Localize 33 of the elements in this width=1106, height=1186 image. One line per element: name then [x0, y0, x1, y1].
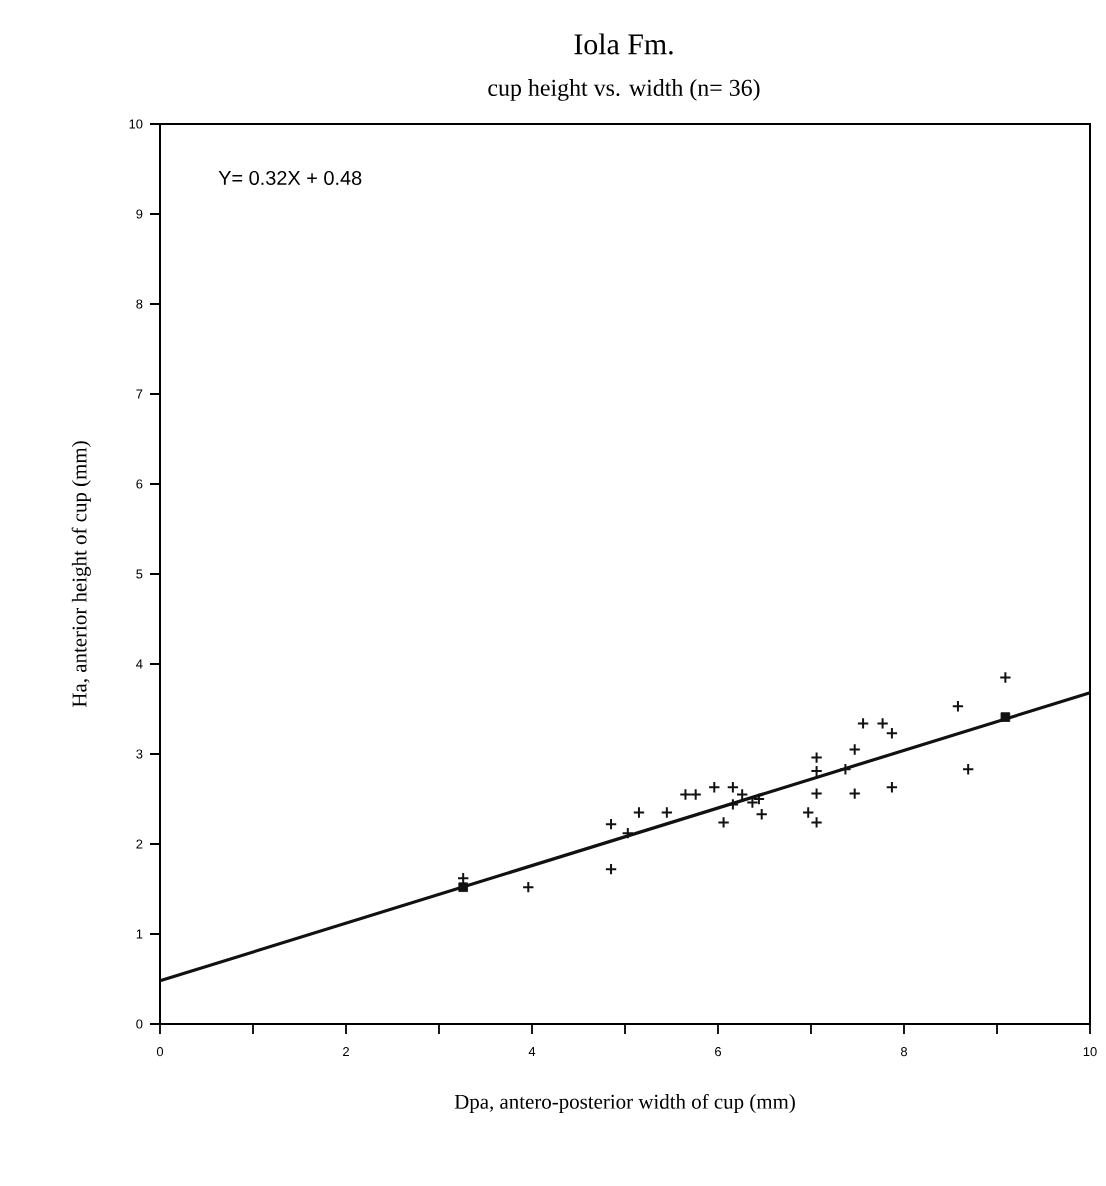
point	[717, 816, 730, 829]
point	[1000, 712, 1011, 722]
point	[839, 763, 852, 776]
point	[632, 806, 646, 819]
point	[522, 881, 535, 894]
point	[961, 763, 975, 776]
point	[810, 751, 823, 764]
point	[848, 787, 861, 800]
point	[621, 827, 634, 840]
point	[856, 717, 870, 730]
x-axis-title: Dpa, antero-posterior width of cup (mm)	[454, 1093, 795, 1114]
chart-subtitle: cup height vs. width (n= 36)	[488, 79, 760, 101]
point	[752, 792, 766, 806]
point	[604, 863, 618, 876]
point	[848, 743, 861, 756]
point	[885, 727, 899, 740]
point	[876, 717, 889, 730]
y-axis-title: Ha, anterior height of cup (mm)	[71, 441, 91, 708]
point	[810, 764, 823, 778]
point	[458, 882, 468, 892]
point	[755, 808, 768, 821]
point	[660, 806, 674, 819]
point	[885, 781, 899, 794]
point	[679, 788, 692, 801]
point	[951, 700, 965, 713]
point	[689, 788, 702, 801]
point	[999, 671, 1012, 684]
point	[604, 818, 618, 831]
point	[810, 787, 823, 800]
chart-title: Iola Fm.	[574, 33, 673, 55]
annotation: Y= 0.32X + 0.48	[218, 170, 362, 186]
point	[726, 798, 740, 811]
point	[708, 781, 721, 794]
